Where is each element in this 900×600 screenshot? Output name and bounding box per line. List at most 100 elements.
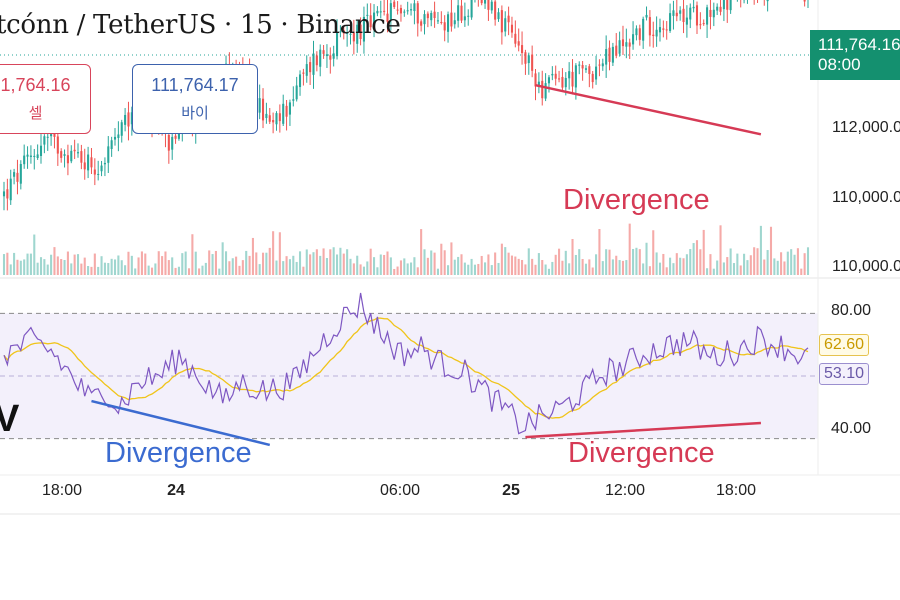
candle-body [531, 54, 534, 71]
volume-bar [453, 259, 456, 275]
volume-bar [406, 263, 409, 275]
buy-button[interactable]: 111,764.17 바이 [132, 64, 258, 134]
volume-bar [423, 249, 426, 275]
volume-bar [632, 248, 635, 275]
candle-body [504, 18, 507, 32]
candle-body [443, 22, 446, 31]
volume-bar [669, 257, 672, 275]
divergence-line-price [535, 83, 762, 136]
candle-body [396, 9, 399, 11]
volume-bar [144, 253, 147, 275]
divergence-label-rsi-bearish: Divergence [105, 437, 252, 469]
volume-bar [806, 247, 810, 275]
volume-bar [470, 258, 473, 275]
candle-body [379, 11, 382, 13]
volume-bar [662, 253, 665, 275]
volume-bar [467, 264, 470, 275]
volume-bar [268, 247, 271, 275]
divergence-lines [91, 83, 762, 447]
candle-body [598, 64, 601, 66]
candle-body [551, 73, 554, 76]
candle-body [638, 28, 641, 40]
candle-body [642, 18, 645, 41]
candle-body [43, 136, 46, 145]
candle-body [322, 50, 325, 54]
candle-body [19, 164, 22, 184]
candle-body [706, 7, 709, 25]
candle-body [97, 173, 100, 175]
volume-bar [66, 251, 69, 275]
candle-body [662, 28, 665, 30]
candle-body [332, 53, 335, 59]
volume-bar [383, 254, 386, 275]
candle-body [702, 23, 705, 25]
candle-body [63, 154, 66, 156]
volume-bar [43, 259, 46, 275]
candle-body [679, 10, 682, 14]
candle-body [356, 24, 359, 44]
volume-bar [332, 247, 335, 275]
candle-body [177, 130, 180, 139]
candle-body [50, 132, 53, 137]
volume-bar [416, 267, 419, 275]
volume-bar [251, 237, 254, 275]
volume-bar [504, 247, 507, 275]
candle-body [120, 122, 123, 136]
trading-chart[interactable]: tcónn / TetherUS · 15 · Binance 1,764.16… [0, 0, 900, 515]
volume-bar [783, 261, 786, 275]
volume-bar [531, 258, 534, 275]
candle-body [484, 0, 487, 4]
candle-body [645, 14, 648, 18]
volume-bar [376, 267, 379, 275]
volume-bar [574, 254, 577, 275]
chart-canvas[interactable] [0, 0, 900, 515]
volume-bar [124, 265, 127, 275]
candle-body [309, 62, 312, 73]
candle-body [460, 5, 463, 21]
volume-bar [70, 263, 73, 275]
candle-body [608, 47, 611, 62]
candle-body [346, 32, 349, 34]
volume-bar [389, 257, 392, 275]
volume-bar [150, 267, 154, 275]
candle-body [716, 6, 719, 11]
volume-bar [695, 240, 699, 275]
candle-body [766, 0, 769, 2]
candle-body [372, 12, 376, 26]
candle-body [625, 42, 628, 47]
volume-bar [457, 256, 460, 275]
volume-bar [537, 253, 540, 275]
candle-body [521, 45, 524, 54]
candle-body [272, 119, 275, 123]
grid-lines [0, 0, 900, 515]
candle-body [581, 65, 584, 69]
candle-body [393, 1, 396, 8]
candle-body [305, 64, 308, 76]
volume-bar [500, 243, 503, 275]
volume-bar [181, 253, 184, 275]
candle-body [113, 136, 117, 140]
last-price-tag: 111,764.16 08:00 [810, 30, 900, 80]
volume-bar [359, 264, 362, 275]
candle-body [352, 32, 355, 42]
candle-body [453, 20, 456, 25]
candle-body [93, 169, 96, 175]
volume-bar [682, 258, 685, 275]
candle-body [73, 149, 76, 152]
rsi-panel [3, 292, 809, 435]
volume-bar [628, 223, 631, 275]
candle-body [591, 73, 594, 83]
volume-bar [403, 258, 406, 275]
volume-bar [191, 234, 194, 275]
volume-bar [90, 266, 93, 275]
volume-bar [551, 261, 554, 275]
volume-bar [736, 253, 739, 275]
candle-body [632, 34, 635, 45]
rsi-level-40: 40.00 [831, 420, 872, 437]
volume-bar [201, 265, 204, 275]
candle-body [167, 134, 170, 151]
candle-body [507, 15, 510, 23]
sell-button[interactable]: 1,764.16 셀 [0, 64, 91, 134]
volume-bar [763, 259, 766, 275]
candle-body [56, 136, 59, 154]
